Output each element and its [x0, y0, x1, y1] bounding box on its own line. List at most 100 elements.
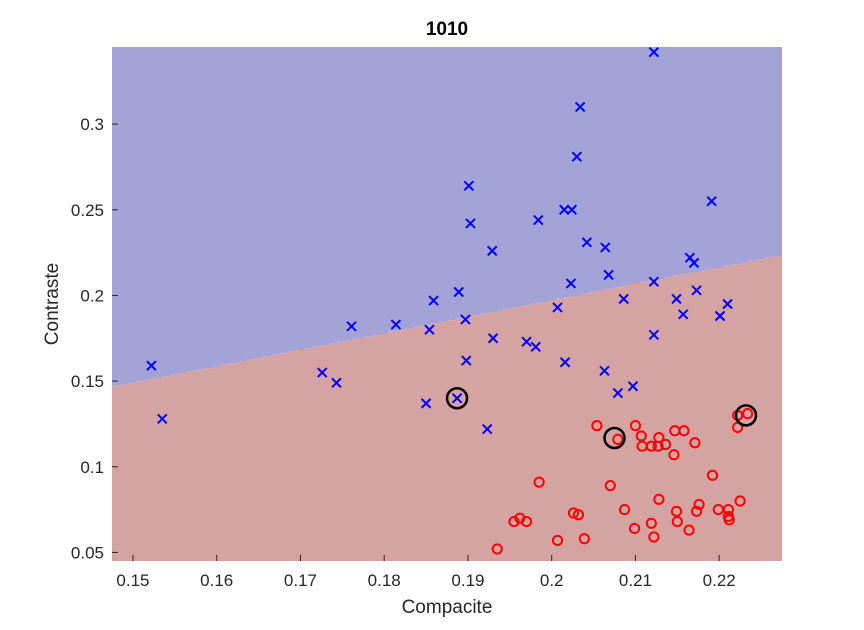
- circle-marker-point: [635, 430, 647, 442]
- x-marker-point: [603, 269, 614, 281]
- y-axis-label: Contraste: [42, 263, 63, 345]
- x-marker-point: [688, 257, 700, 269]
- circle-marker-point: [508, 515, 520, 528]
- x-marker-point: [612, 387, 624, 399]
- x-marker-point: [487, 333, 499, 344]
- x-tick-label: 0.17: [284, 571, 317, 590]
- x-marker-point: [648, 47, 660, 58]
- upper-class-region: [112, 47, 782, 387]
- circle-marker-point: [629, 420, 642, 432]
- x-marker-point: [599, 365, 610, 377]
- x-marker-point: [677, 309, 689, 320]
- y-tick-label: 0.05: [71, 543, 104, 562]
- x-marker-point: [574, 101, 586, 113]
- x-marker-point: [481, 423, 493, 435]
- x-tick-label: 0.19: [451, 571, 484, 590]
- x-marker-point: [600, 242, 611, 253]
- x-marker-point: [530, 341, 541, 353]
- x-marker-point: [146, 360, 157, 371]
- circle-marker-point: [690, 505, 703, 517]
- circle-marker-point: [722, 504, 735, 516]
- x-marker-point: [581, 237, 593, 248]
- chart-title: 1010: [426, 19, 468, 40]
- circle-marker-point: [591, 420, 603, 432]
- x-marker-point: [565, 278, 577, 289]
- circle-marker-point: [572, 509, 585, 521]
- x-marker-point: [463, 180, 474, 191]
- highlight-ring: [603, 426, 626, 450]
- x-tick-label: 0.21: [619, 571, 652, 590]
- y-tick-label: 0.2: [80, 286, 104, 305]
- circle-marker-point: [645, 517, 657, 529]
- circle-marker-point: [678, 425, 690, 437]
- x-marker-point: [453, 286, 464, 298]
- circle-marker-point: [636, 440, 648, 452]
- circle-marker-point: [567, 507, 580, 519]
- x-marker-point: [533, 214, 544, 226]
- x-marker-point: [331, 377, 342, 389]
- x-tick-label: 0.22: [703, 571, 736, 590]
- y-tick-label: 0.15: [71, 372, 104, 391]
- circle-marker-point: [742, 408, 754, 420]
- circle-marker-point: [671, 515, 683, 528]
- circle-marker-point: [520, 515, 533, 528]
- circle-marker-point: [551, 534, 564, 547]
- x-marker-point: [627, 381, 639, 392]
- circle-marker-point: [491, 543, 503, 555]
- x-tick-label: 0.2: [540, 571, 564, 590]
- x-marker-point: [451, 393, 463, 404]
- circle-marker-point: [670, 505, 683, 517]
- circle-marker-point: [618, 504, 631, 516]
- x-marker-point: [317, 367, 328, 378]
- circle-marker-point: [652, 440, 664, 452]
- circle-marker-point: [683, 524, 695, 536]
- x-marker-point: [671, 293, 682, 305]
- y-tick-label: 0.25: [71, 201, 104, 220]
- x-marker-point: [571, 151, 583, 162]
- circle-marker-point: [693, 498, 705, 511]
- x-marker-point: [465, 218, 476, 229]
- x-marker-point: [714, 310, 726, 322]
- x-marker-point: [390, 319, 402, 330]
- decision-regions: [112, 47, 782, 561]
- circle-marker-point: [653, 493, 665, 505]
- x-marker-point: [648, 329, 660, 341]
- x-tick-label: 0.15: [116, 571, 149, 590]
- x-tick-label: 0.16: [200, 571, 233, 590]
- x-marker-point: [706, 195, 717, 207]
- highlighted-points: [445, 386, 758, 450]
- x-marker-point: [461, 355, 472, 366]
- circle-marker-point: [648, 531, 660, 543]
- circle-marker-point: [706, 469, 719, 481]
- highlight-ring: [734, 404, 758, 427]
- circle-marker-point: [668, 449, 680, 461]
- circle-marker-point: [689, 437, 701, 449]
- x-axis: 0.15 0.16 0.17 0.18 0.19 0.2 0.21 0.22: [116, 555, 736, 590]
- x-tick-label: 0.18: [368, 571, 401, 590]
- x-marker-point: [691, 285, 702, 296]
- x-marker-point: [487, 245, 498, 257]
- circle-marker-point: [612, 433, 624, 445]
- x-marker-point: [428, 295, 439, 306]
- x-marker-point: [157, 413, 168, 425]
- circle-marker-point: [578, 533, 590, 545]
- y-tick-label: 0.1: [80, 458, 104, 477]
- x-marker-point: [346, 321, 357, 332]
- circle-marker-point: [629, 522, 641, 535]
- x-marker-point: [559, 204, 570, 215]
- circle-marker-point: [659, 438, 672, 451]
- x-axis-label: Compacite: [402, 597, 493, 618]
- x-marker-point: [521, 336, 532, 347]
- x-marker-point: [420, 398, 432, 409]
- x-marker-point: [648, 276, 660, 287]
- circle-marker-point: [723, 514, 735, 526]
- x-marker-point: [566, 204, 577, 215]
- circle-marker-point: [533, 476, 545, 488]
- x-marker-point: [552, 302, 563, 313]
- x-marker-point: [722, 298, 733, 310]
- circle-marker-point: [604, 480, 616, 492]
- y-tick-label: 0.3: [80, 115, 104, 134]
- y-axis: 0.05 0.1 0.15 0.2 0.25 0.3: [71, 115, 118, 562]
- x-marker-point: [424, 324, 435, 335]
